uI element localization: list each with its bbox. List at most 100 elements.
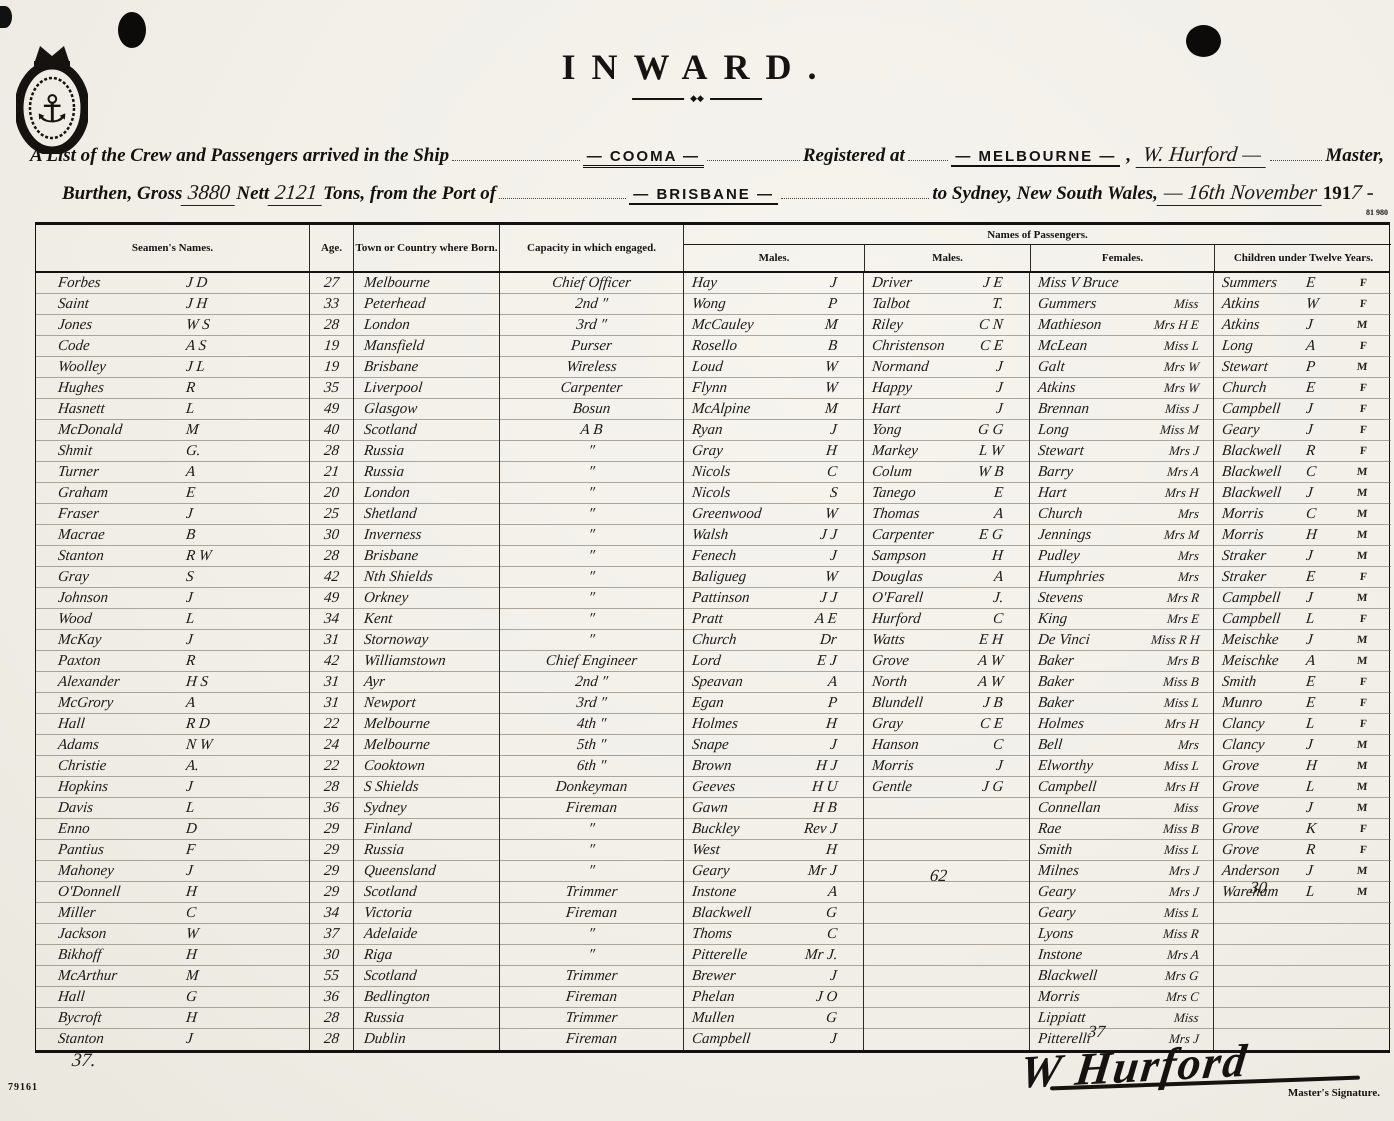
table-row: Loud W xyxy=(684,357,863,378)
female-passenger-title: Miss L xyxy=(1163,338,1200,353)
female-passenger-surname: Pudley xyxy=(1037,548,1081,564)
crew-initials: R xyxy=(185,653,197,669)
ship-name-value: — COOMA — xyxy=(582,148,705,168)
male-passenger-initials: J J xyxy=(819,590,838,606)
table-row: Carpenter xyxy=(500,378,683,399)
crew-capacity: Bosun xyxy=(571,401,612,417)
table-row: Instone Mrs A xyxy=(1030,945,1213,966)
table-row: Morris C M xyxy=(1214,504,1391,525)
table-row: ″ xyxy=(500,504,683,525)
table-row: Galt Mrs W xyxy=(1030,357,1213,378)
male-passenger-surname: Campbell xyxy=(691,1031,752,1047)
male-passenger-initials: A W xyxy=(977,674,1004,690)
male-passenger-initials: A xyxy=(992,569,1004,585)
male-passenger-initials: A xyxy=(992,506,1004,522)
table-row: Blackwell G xyxy=(684,903,863,924)
crew-initials: J H xyxy=(185,296,209,312)
table-row: 3rd ″ xyxy=(500,693,683,714)
female-passenger-surname: Bell xyxy=(1037,737,1063,753)
dotted-leader xyxy=(907,145,949,161)
table-row: Bikhoff H xyxy=(36,945,309,966)
table-row: Normand J xyxy=(864,357,1029,378)
crew-capacity: ″ xyxy=(587,842,596,858)
crew-initials: H xyxy=(185,1010,198,1026)
table-row: Bosun xyxy=(500,399,683,420)
table-row: London xyxy=(354,315,499,336)
crew-age: 21 xyxy=(323,464,340,480)
male-passenger-surname: Morris xyxy=(871,758,915,774)
child-sex: F xyxy=(1359,571,1368,583)
table-row: Liverpool xyxy=(354,378,499,399)
table-row: Holmes H xyxy=(684,714,863,735)
crew-capacity: 2nd ″ xyxy=(574,674,609,690)
table-row: Scotland xyxy=(354,882,499,903)
table-row: Sampson H xyxy=(864,546,1029,567)
female-passenger-surname: Geary xyxy=(1037,905,1077,921)
ship-details-line1: A List of the Crew and Passengers arrive… xyxy=(30,142,1384,168)
table-row: Johnson J xyxy=(36,588,309,609)
male-passenger-initials: P xyxy=(826,695,838,711)
table-row: 36 xyxy=(310,987,353,1008)
table-row: Glasgow xyxy=(354,399,499,420)
female-passenger-title: Miss xyxy=(1173,1010,1200,1025)
table-row xyxy=(1214,966,1391,987)
male-passenger-initials: E xyxy=(992,485,1004,501)
table-row: Barry Mrs A xyxy=(1030,462,1213,483)
table-row: ″ xyxy=(500,588,683,609)
table-row: McGrory A xyxy=(36,693,309,714)
crew-age: 20 xyxy=(323,485,340,501)
male-passenger-surname: Hay xyxy=(691,275,718,291)
crew-initials: F xyxy=(185,842,197,858)
child-surname: Smith xyxy=(1221,674,1258,690)
male-passenger-initials: E H xyxy=(978,632,1004,648)
child-surname: Meischke xyxy=(1221,632,1280,648)
column-capacity: Chief Officer 2nd ″ 3rd ″ Purser Wireless Car… xyxy=(499,273,683,1050)
column-town-born: Melbourne Peterhead London Mansfield Brisban… xyxy=(353,273,499,1050)
table-row: Wireless xyxy=(500,357,683,378)
table-row: 22 xyxy=(310,714,353,735)
male-passenger-surname: Douglas xyxy=(871,569,924,585)
table-row: Church Mrs xyxy=(1030,504,1213,525)
table-row: Nth Shields xyxy=(354,567,499,588)
table-row: S Shields xyxy=(354,777,499,798)
child-surname: Morris xyxy=(1221,527,1265,543)
crew-surname: Alexander xyxy=(57,674,121,690)
crew-surname: Jackson xyxy=(57,926,108,942)
port-of-origin-value: — BRISBANE — xyxy=(629,186,778,205)
table-row: Alexander H S xyxy=(36,672,309,693)
crew-age: 36 xyxy=(323,989,340,1005)
table-row: Chief Engineer xyxy=(500,651,683,672)
table-row: Stanton J xyxy=(36,1029,309,1050)
crew-birthplace: Adelaide xyxy=(363,926,419,942)
male-passenger-surname: Carpenter xyxy=(871,527,935,543)
male-passenger-initials: H B xyxy=(812,800,838,816)
table-row: Flynn W xyxy=(684,378,863,399)
female-passenger-surname: McLean xyxy=(1037,338,1088,354)
child-sex: M xyxy=(1355,529,1368,541)
male-passenger-surname: Holmes xyxy=(691,716,739,732)
child-initial: L xyxy=(1305,716,1316,732)
child-sex: F xyxy=(1359,298,1368,310)
crew-age: 29 xyxy=(323,821,340,837)
child-sex: M xyxy=(1355,466,1368,478)
male-passenger-initials: H U xyxy=(810,779,838,795)
female-passenger-surname: Baker xyxy=(1037,674,1075,690)
female-passenger-surname: Instone xyxy=(1037,947,1084,963)
female-passenger-surname: Mathieson xyxy=(1037,317,1103,333)
table-row: Smith Miss L xyxy=(1030,840,1213,861)
child-sex: F xyxy=(1359,277,1368,289)
child-sex: M xyxy=(1355,781,1368,793)
table-row: Mathieson Mrs H E xyxy=(1030,315,1213,336)
male-passenger-surname: Driver xyxy=(871,275,913,291)
child-initial: A xyxy=(1305,653,1317,669)
column-header-capacity: Capacity in which engaged. xyxy=(499,225,683,271)
child-surname: Atkins xyxy=(1221,317,1261,333)
table-row: Gray H xyxy=(684,441,863,462)
column-header-seamen-names: Seamen's Names. xyxy=(131,242,214,254)
table-row xyxy=(1214,945,1391,966)
child-initial: A xyxy=(1305,338,1317,354)
crew-capacity: 5th ″ xyxy=(576,737,607,753)
table-row: O'Farell J. xyxy=(864,588,1029,609)
table-row: Trimmer xyxy=(500,882,683,903)
crew-initials: C xyxy=(185,905,197,921)
